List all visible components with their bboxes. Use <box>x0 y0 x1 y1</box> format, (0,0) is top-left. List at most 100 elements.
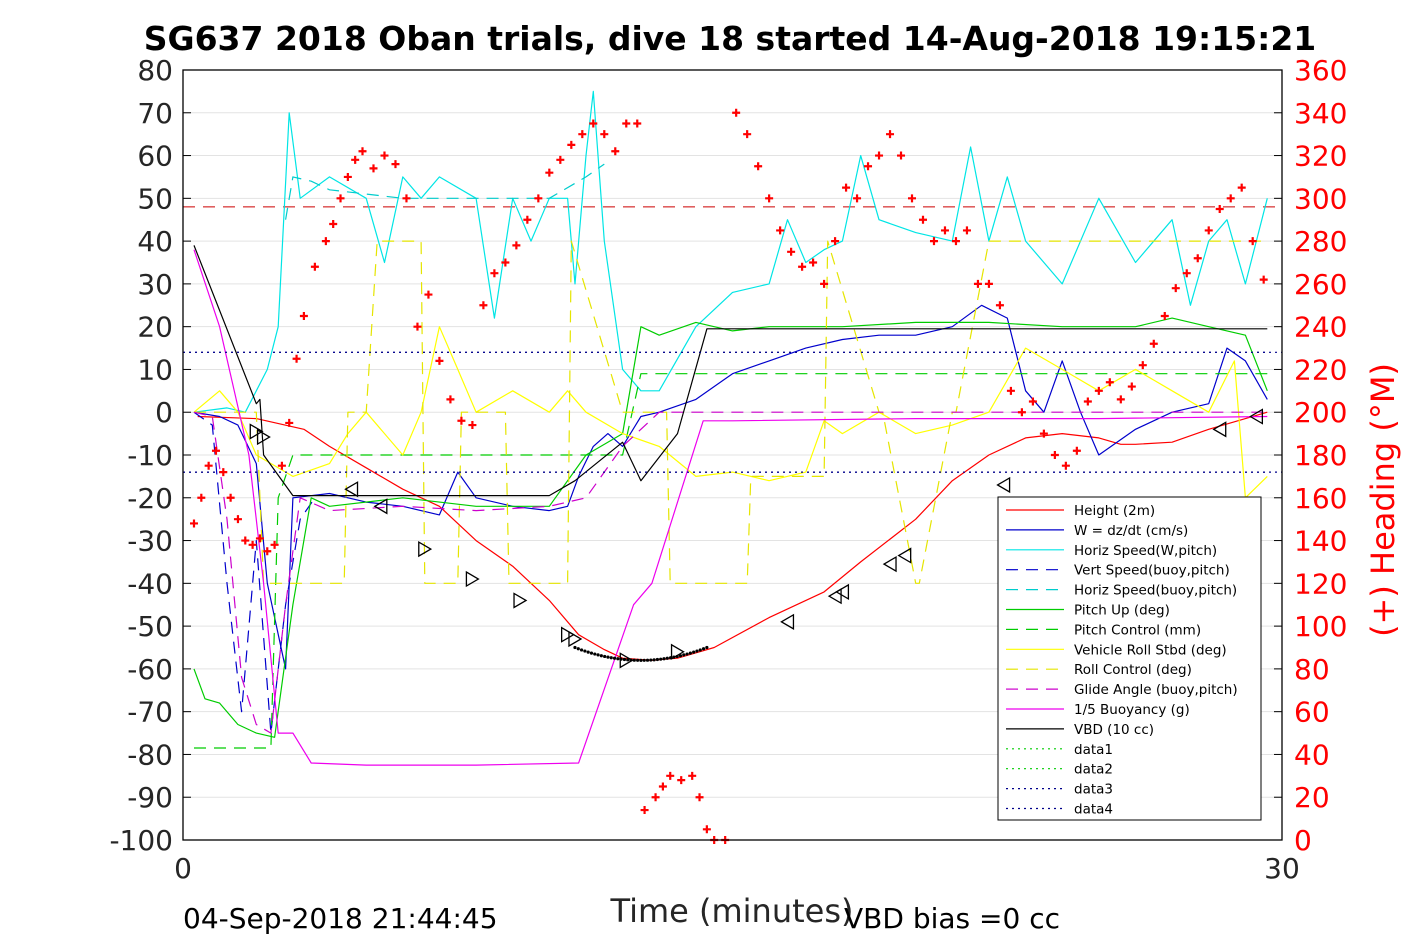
series-horiz_w-line <box>193 90 1268 413</box>
heading-point <box>798 262 807 271</box>
heading-point <box>809 258 818 267</box>
heading-point <box>765 194 774 203</box>
heading-point <box>219 468 228 477</box>
heading-point <box>897 151 906 160</box>
heading-point <box>226 493 235 502</box>
heading-point <box>358 147 367 156</box>
bottom-point <box>649 658 653 662</box>
y2-tick-label: 240 <box>1294 311 1347 344</box>
triangle-marker <box>1249 408 1264 425</box>
bottom-point <box>573 645 577 650</box>
heading-point <box>197 493 206 502</box>
series-glide-line <box>193 411 1268 734</box>
heading-point <box>702 825 711 834</box>
heading-point <box>776 226 785 235</box>
series-buoy-line <box>193 249 1268 766</box>
x-axis: 0 30 <box>174 832 1300 885</box>
y-tick-label: 80 <box>137 54 173 87</box>
bottom-point <box>685 652 689 656</box>
heading-point <box>1215 205 1224 214</box>
heading-point <box>336 194 345 203</box>
legend-label: Height (2m) <box>1074 503 1155 519</box>
bottom-point <box>596 653 600 657</box>
triangle-marker <box>513 592 528 609</box>
heading-point <box>853 194 862 203</box>
heading-point <box>732 108 741 117</box>
heading-point <box>1083 397 1092 406</box>
legend-label: Pitch Control (mm) <box>1074 622 1201 638</box>
y-tick-label: -10 <box>127 439 173 472</box>
right-y-axis-label: (+) Heading (°M) <box>1364 363 1402 637</box>
bottom-point <box>593 652 597 656</box>
triangle-marker <box>835 583 850 601</box>
x-axis-label: Time (minutes) <box>610 892 854 930</box>
triangle-marker <box>561 626 575 643</box>
bottom-point <box>629 658 633 662</box>
bottom-point <box>668 656 673 660</box>
y2-tick-label: 260 <box>1294 268 1347 301</box>
y2-tick-label: 220 <box>1294 353 1347 386</box>
heading-point <box>329 220 338 228</box>
heading-point <box>241 536 250 545</box>
heading-point <box>556 155 565 164</box>
triangle-marker <box>897 547 912 564</box>
triangle-marker <box>373 498 388 515</box>
heading-point <box>402 194 411 203</box>
heading-point <box>343 172 352 181</box>
legend-label: data4 <box>1074 802 1113 818</box>
heading-point <box>995 301 1004 310</box>
bottom-point <box>682 653 686 657</box>
bottom-point <box>645 658 650 662</box>
y2-tick-label: 280 <box>1294 225 1347 258</box>
heading-point <box>1039 429 1048 438</box>
heading-point <box>501 258 510 267</box>
heading-point <box>666 771 675 780</box>
heading-point <box>380 151 389 160</box>
y-tick-label: 60 <box>137 140 173 173</box>
legend-label: Roll Control (deg) <box>1074 662 1192 678</box>
y-tick-label: -60 <box>127 653 173 686</box>
series-vert_buoy-line <box>193 411 316 734</box>
heading-point <box>589 119 598 128</box>
triangle-marker <box>256 428 271 446</box>
y2-tick-label: 140 <box>1294 525 1347 558</box>
bottom-point <box>652 658 656 662</box>
heading-point <box>754 162 763 171</box>
x-tick-label: 0 <box>174 852 192 885</box>
heading-point <box>1116 395 1125 404</box>
reference-lines <box>183 206 1282 473</box>
bottom-point <box>662 657 666 661</box>
heading-point <box>640 806 649 815</box>
heading-points <box>189 108 1268 844</box>
heading-point <box>204 461 213 470</box>
triangle-marker <box>882 555 897 573</box>
bottom-point <box>579 648 584 652</box>
bottom-point <box>665 656 669 660</box>
y2-tick-label: 100 <box>1294 610 1347 643</box>
y-tick-label: -90 <box>127 781 173 814</box>
y2-tick-label: 180 <box>1294 439 1347 472</box>
heading-point <box>270 540 279 549</box>
series-roll_ctl-line <box>194 240 1268 584</box>
heading-point <box>1061 461 1070 470</box>
heading-point <box>1127 382 1136 391</box>
heading-point <box>578 130 587 139</box>
heading-point <box>1204 226 1213 235</box>
heading-point <box>688 771 697 780</box>
y-tick-label: 70 <box>137 97 173 130</box>
legend-label: data2 <box>1074 762 1113 778</box>
footer-timestamp: 04-Sep-2018 21:44:45 <box>183 902 498 935</box>
heading-point <box>1182 269 1191 278</box>
y2-tick-label: 340 <box>1294 97 1347 130</box>
heading-point <box>1248 237 1257 246</box>
heading-point <box>787 247 796 256</box>
heading-point <box>842 183 851 192</box>
heading-point <box>973 279 982 288</box>
footer-vbd-bias: VBD bias =0 cc <box>844 902 1060 935</box>
y-tick-label: 40 <box>137 225 173 258</box>
triangle-marker <box>249 423 264 440</box>
heading-point <box>1226 194 1235 203</box>
bottom-point <box>609 656 613 660</box>
heading-point <box>1193 254 1202 263</box>
series-height-line <box>197 411 1268 661</box>
